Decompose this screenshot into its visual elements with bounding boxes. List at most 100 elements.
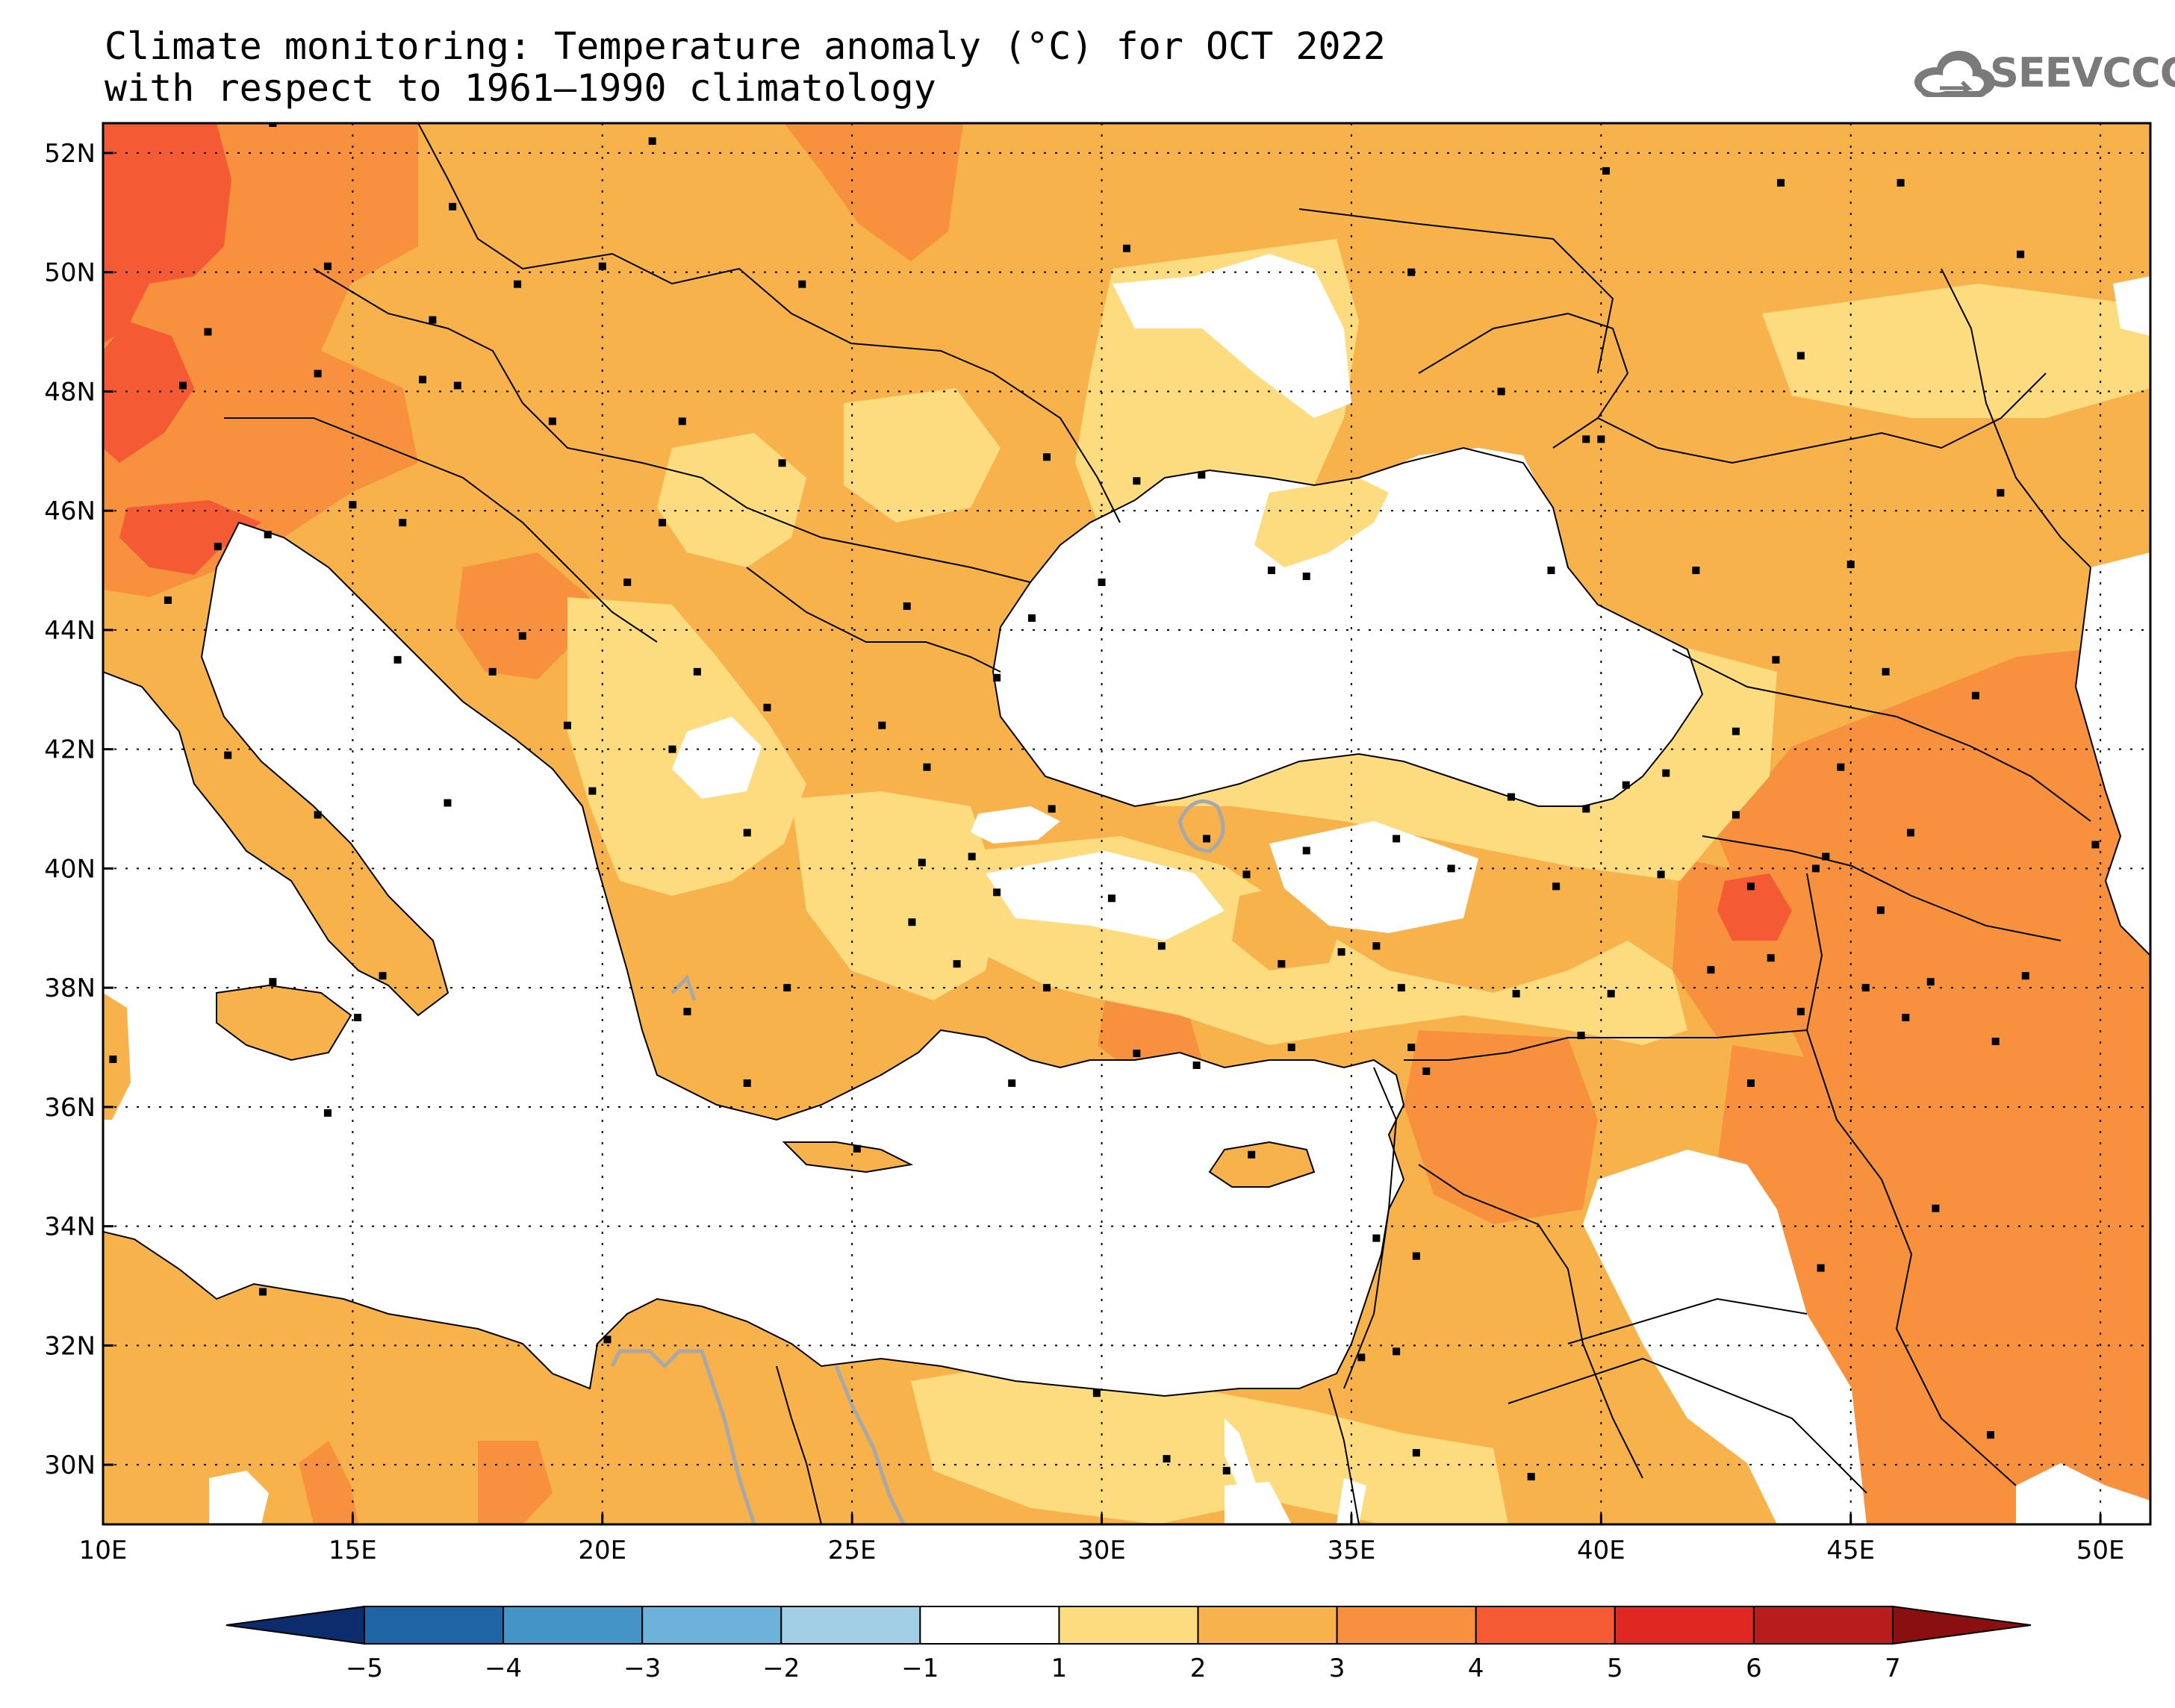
station-marker: [1547, 567, 1555, 575]
colorbar-swatch: [1058, 1606, 1199, 1645]
grey-contours: [610, 799, 1225, 1524]
station-marker: [1302, 573, 1310, 581]
station-marker: [1393, 835, 1401, 843]
colorbar-tick-label: −4: [485, 1654, 522, 1683]
station-marker: [1997, 489, 2005, 497]
station-marker: [1662, 769, 1670, 777]
station-marker: [1123, 244, 1130, 252]
station-marker: [399, 519, 407, 527]
lon-tick-label: 40E: [1577, 1536, 1625, 1565]
station-marker: [1991, 1038, 2000, 1046]
station-marker: [1602, 166, 1611, 175]
station-marker: [2021, 972, 2029, 980]
colorbar-max-arrow: [1892, 1605, 2032, 1645]
station-marker: [968, 853, 976, 861]
station-marker: [1337, 948, 1345, 956]
station-marker: [1278, 960, 1286, 968]
station-marker: [1707, 966, 1715, 974]
station-marker: [1876, 906, 1885, 914]
station-marker: [683, 1008, 691, 1016]
station-marker: [264, 531, 272, 539]
station-marker: [1133, 477, 1141, 485]
colorbar-swatch: [1336, 1606, 1477, 1645]
station-marker: [453, 381, 461, 390]
lat-tick-label: 46N: [44, 496, 96, 526]
lat-tick-label: 50N: [44, 258, 96, 288]
station-marker: [518, 632, 526, 640]
station-marker: [603, 1335, 612, 1344]
station-marker: [1393, 1347, 1401, 1356]
station-marker: [659, 519, 667, 527]
lat-tick-label: 34N: [44, 1212, 96, 1242]
station-marker: [1767, 954, 1775, 962]
station-marker: [1796, 1008, 1805, 1016]
station-marker: [923, 763, 931, 771]
station-marker: [379, 972, 387, 980]
station-marker: [1986, 1431, 1994, 1439]
station-marker: [1198, 471, 1206, 479]
station-marker: [1372, 1234, 1381, 1242]
station-markers: [109, 123, 2100, 1481]
station-marker: [1192, 1061, 1201, 1069]
station-marker: [1412, 1449, 1420, 1457]
station-marker: [1731, 811, 1740, 819]
station-marker: [419, 375, 427, 384]
station-marker: [164, 596, 172, 604]
station-marker: [598, 262, 606, 270]
lon-tick-label: 20E: [578, 1536, 626, 1565]
colorbar: [225, 1605, 2032, 1645]
logo-text: SEEVCCC: [1990, 49, 2175, 96]
station-marker: [993, 888, 1001, 897]
colorbar-tick-label: 6: [1746, 1654, 1762, 1683]
station-marker: [1163, 1455, 1171, 1463]
station-marker: [269, 123, 277, 127]
station-marker: [1731, 727, 1740, 735]
station-marker: [323, 1109, 332, 1117]
station-marker: [693, 667, 701, 676]
station-marker: [314, 811, 322, 819]
station-marker: [204, 328, 212, 336]
station-marker: [1817, 1264, 1825, 1272]
lon-tick-label: 25E: [828, 1536, 877, 1565]
station-marker: [1822, 853, 1830, 861]
colorbar-min-arrow: [225, 1605, 365, 1645]
station-marker: [668, 745, 676, 753]
station-marker: [1098, 579, 1106, 587]
lat-tick-label: 52N: [44, 139, 96, 169]
station-marker: [678, 417, 686, 426]
station-marker: [1607, 990, 1615, 998]
station-marker: [429, 316, 437, 324]
colorbar-tick-label: −1: [901, 1654, 939, 1683]
station-marker: [798, 280, 806, 288]
station-marker: [1412, 1252, 1420, 1260]
station-marker: [1926, 978, 1935, 986]
station-marker: [648, 137, 656, 145]
station-marker: [1203, 835, 1211, 843]
station-marker: [214, 543, 222, 551]
station-marker: [743, 1079, 751, 1087]
station-marker: [449, 202, 457, 211]
station-marker: [763, 703, 771, 711]
station-marker: [1746, 1079, 1755, 1087]
station-marker: [1882, 667, 1890, 676]
station-marker: [259, 1288, 267, 1296]
station-marker: [1092, 1389, 1101, 1397]
station-marker: [1527, 1473, 1535, 1481]
colorbar-tick-label: 4: [1468, 1654, 1484, 1683]
station-marker: [1372, 942, 1381, 950]
longitude-ticks: 10E 15E 20E 25E 30E 35E 40E 45E 50E: [79, 1514, 2124, 1565]
station-marker: [1287, 1044, 1295, 1052]
station-marker: [488, 667, 497, 676]
colorbar-tick-label: −5: [346, 1654, 383, 1683]
station-marker: [1507, 793, 1515, 801]
lat-tick-label: 42N: [44, 735, 96, 765]
colorbar-labels: −5 −4 −3 −2 −1 1 2 3 4 5 6 7: [346, 1654, 1901, 1683]
station-marker: [1447, 864, 1455, 873]
colorbar-swatch: [641, 1606, 782, 1645]
station-marker: [588, 787, 597, 795]
station-marker: [778, 459, 786, 467]
map-title: Climate monitoring: Temperature anomaly …: [105, 25, 1386, 109]
station-marker: [1422, 1067, 1431, 1075]
station-marker: [1407, 1044, 1416, 1052]
lon-tick-label: 45E: [1826, 1536, 1875, 1565]
